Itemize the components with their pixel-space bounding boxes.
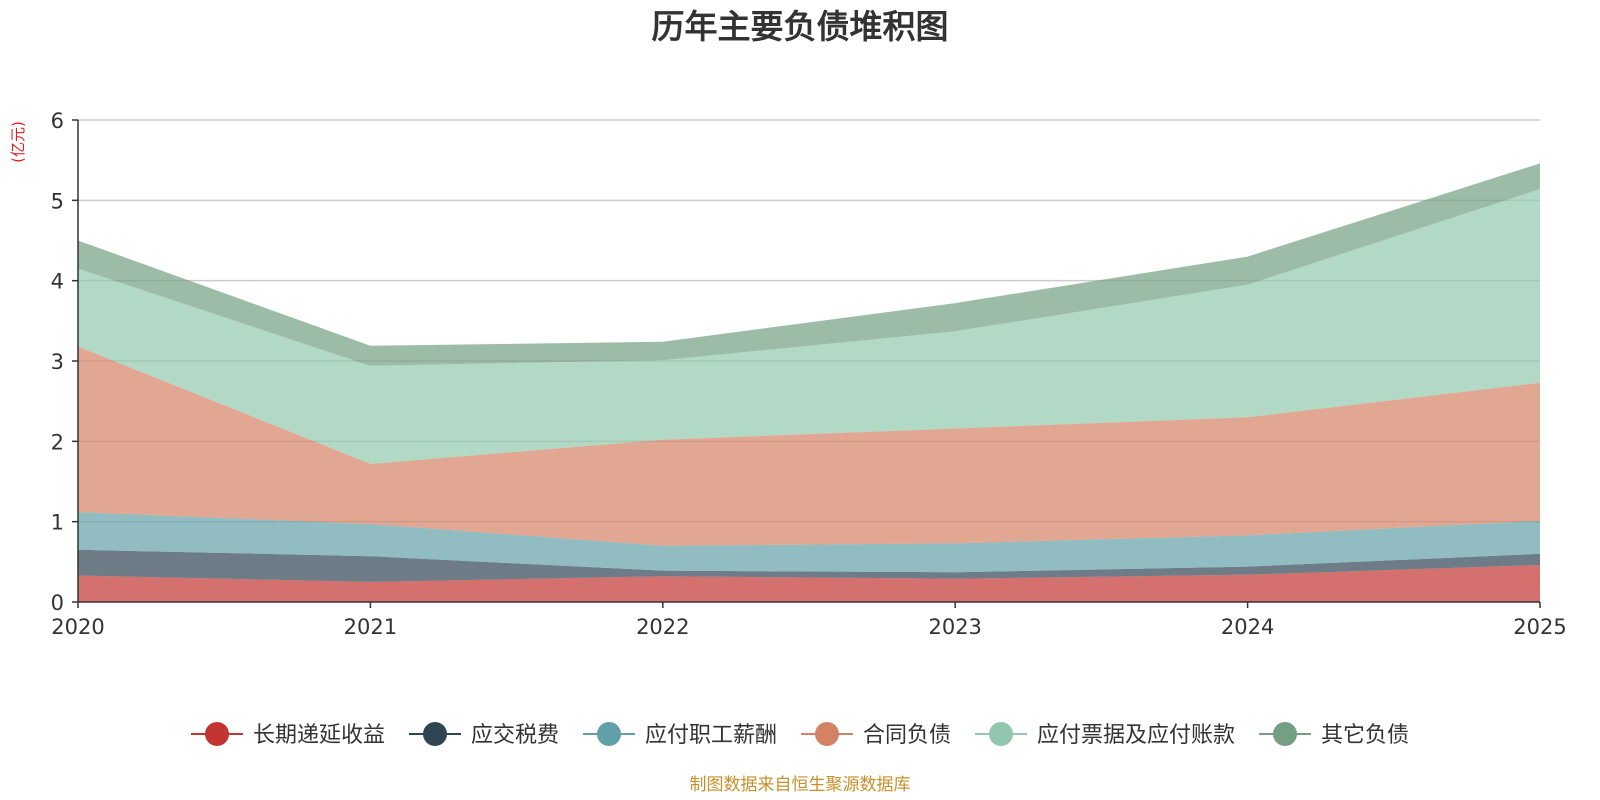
legend-marker (1273, 722, 1297, 746)
legend-item-6[interactable]: 其它负债 (1259, 722, 1409, 748)
legend-marker (597, 722, 621, 746)
y-tick-label: 0 (51, 591, 64, 615)
legend-marker (815, 722, 839, 746)
source-note: 制图数据来自恒生聚源数据库 (690, 775, 911, 795)
legend-item-3[interactable]: 应付职工薪酬 (583, 722, 777, 748)
legend-marker (423, 722, 447, 746)
y-axis-unit-label: (亿元) (9, 121, 27, 163)
axes: 0 1 2 3 4 5 6 2020 2021 2022 2023 2024 2025 (51, 109, 1567, 639)
legend-label: 合同负债 (863, 723, 951, 748)
legend-label: 应交税费 (471, 723, 559, 748)
y-tick-label: 5 (51, 189, 64, 213)
legend-item-2[interactable]: 应交税费 (409, 722, 559, 748)
y-tick-label: 2 (51, 430, 64, 454)
legend-marker (205, 722, 229, 746)
x-tick-label: 2021 (344, 615, 397, 639)
area-2 (78, 549, 1540, 582)
legend-label: 其它负债 (1321, 723, 1409, 748)
area-4 (78, 346, 1540, 546)
x-tick-label: 2022 (636, 615, 689, 639)
area-5 (78, 189, 1540, 464)
y-tick-label: 6 (51, 109, 64, 133)
legend-label: 应付票据及应付账款 (1037, 723, 1235, 748)
area-series (78, 163, 1540, 602)
legend-label: 长期递延收益 (253, 723, 385, 748)
y-tick-label: 1 (51, 511, 64, 535)
area-1 (78, 565, 1540, 602)
area-6 (78, 163, 1540, 366)
legend-item-4[interactable]: 合同负债 (801, 722, 951, 748)
y-tick-label: 3 (51, 350, 64, 374)
chart-title: 历年主要负债堆积图 (652, 7, 949, 46)
y-tick-label: 4 (51, 270, 64, 294)
area-3 (78, 512, 1540, 573)
legend-marker (989, 722, 1013, 746)
x-tick-label: 2025 (1513, 615, 1566, 639)
legend-item-1[interactable]: 长期递延收益 (191, 722, 385, 748)
legend-label: 应付职工薪酬 (645, 723, 777, 748)
x-tick-label: 2020 (51, 615, 104, 639)
legend-item-5[interactable]: 应付票据及应付账款 (975, 722, 1235, 748)
x-tick-label: 2024 (1221, 615, 1274, 639)
legend: 长期递延收益 应交税费 应付职工薪酬 合同负债 应付票据及应付账款 其它负债 (191, 722, 1409, 748)
x-tick-label: 2023 (928, 615, 981, 639)
